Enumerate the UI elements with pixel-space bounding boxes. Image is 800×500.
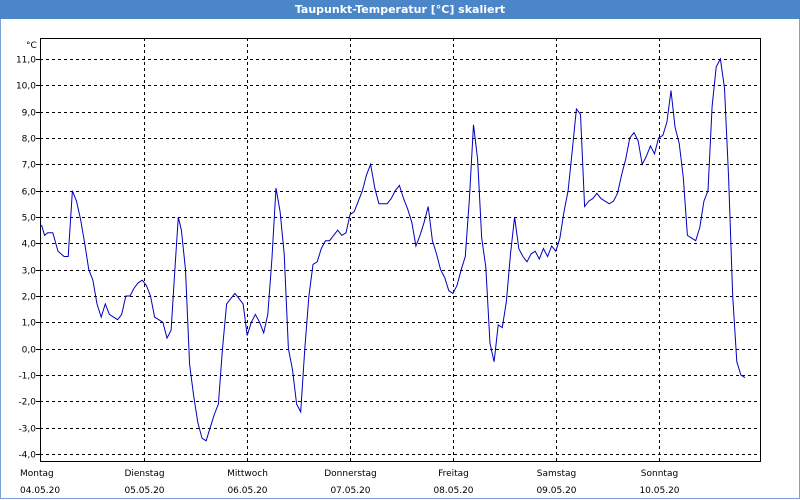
y-tick-label: 11,0 (16, 56, 36, 66)
y-tick-label: 10,0 (16, 82, 36, 92)
x-tick-day: Sonntag (641, 469, 678, 479)
x-tick-date: 10.05.20 (639, 486, 679, 496)
y-tick-label: 6,0 (22, 188, 37, 198)
x-tick-date: 04.05.20 (20, 486, 60, 496)
y-tick-label: -4,0 (18, 451, 36, 461)
x-tick-day: Samstag (537, 469, 576, 479)
x-tick-day: Dienstag (124, 469, 164, 479)
x-tick-date: 06.05.20 (227, 486, 267, 496)
x-tick-date: 08.05.20 (433, 486, 473, 496)
grid (40, 38, 760, 461)
y-tick-label: 7,0 (22, 161, 37, 171)
x-tick-day: Donnerstag (324, 469, 377, 479)
y-tick-label: 5,0 (22, 214, 37, 224)
y-tick-labels: 11,0 10,0 9,0 8,0 7,0 6,0 5,0 4,0 3,0 2,0 1,0 0,0 -1… (16, 56, 40, 461)
x-tick-day: Montag (20, 469, 54, 479)
y-tick-label: 0,0 (22, 346, 37, 356)
x-tick-date: 07.05.20 (330, 486, 370, 496)
y-tick-label: 2,0 (22, 293, 37, 303)
x-tick-date: 09.05.20 (536, 486, 576, 496)
y-tick-label: 3,0 (22, 267, 37, 277)
chart-title: Taupunkt-Temperatur [°C] skaliert (0, 0, 800, 19)
y-tick-label: -3,0 (18, 425, 36, 435)
y-tick-label: 4,0 (22, 240, 37, 250)
y-tick-label: 8,0 (22, 135, 37, 145)
y-tick-label: 1,0 (22, 319, 37, 329)
y-tick-label: -2,0 (18, 398, 36, 408)
x-tick-day: Freitag (438, 469, 469, 479)
y-axis-unit: °C (26, 41, 37, 51)
x-tick-date: 05.05.20 (124, 486, 164, 496)
plot-area (40, 38, 761, 462)
series-line (41, 57, 746, 442)
x-tick-day: Mittwoch (227, 469, 268, 479)
y-tick-label: -1,0 (18, 372, 36, 382)
y-tick-label: 9,0 (22, 109, 37, 119)
x-tick-labels: Montag 04.05.20 Dienstag 05.05.20 Mittwoch 06… (20, 469, 680, 496)
